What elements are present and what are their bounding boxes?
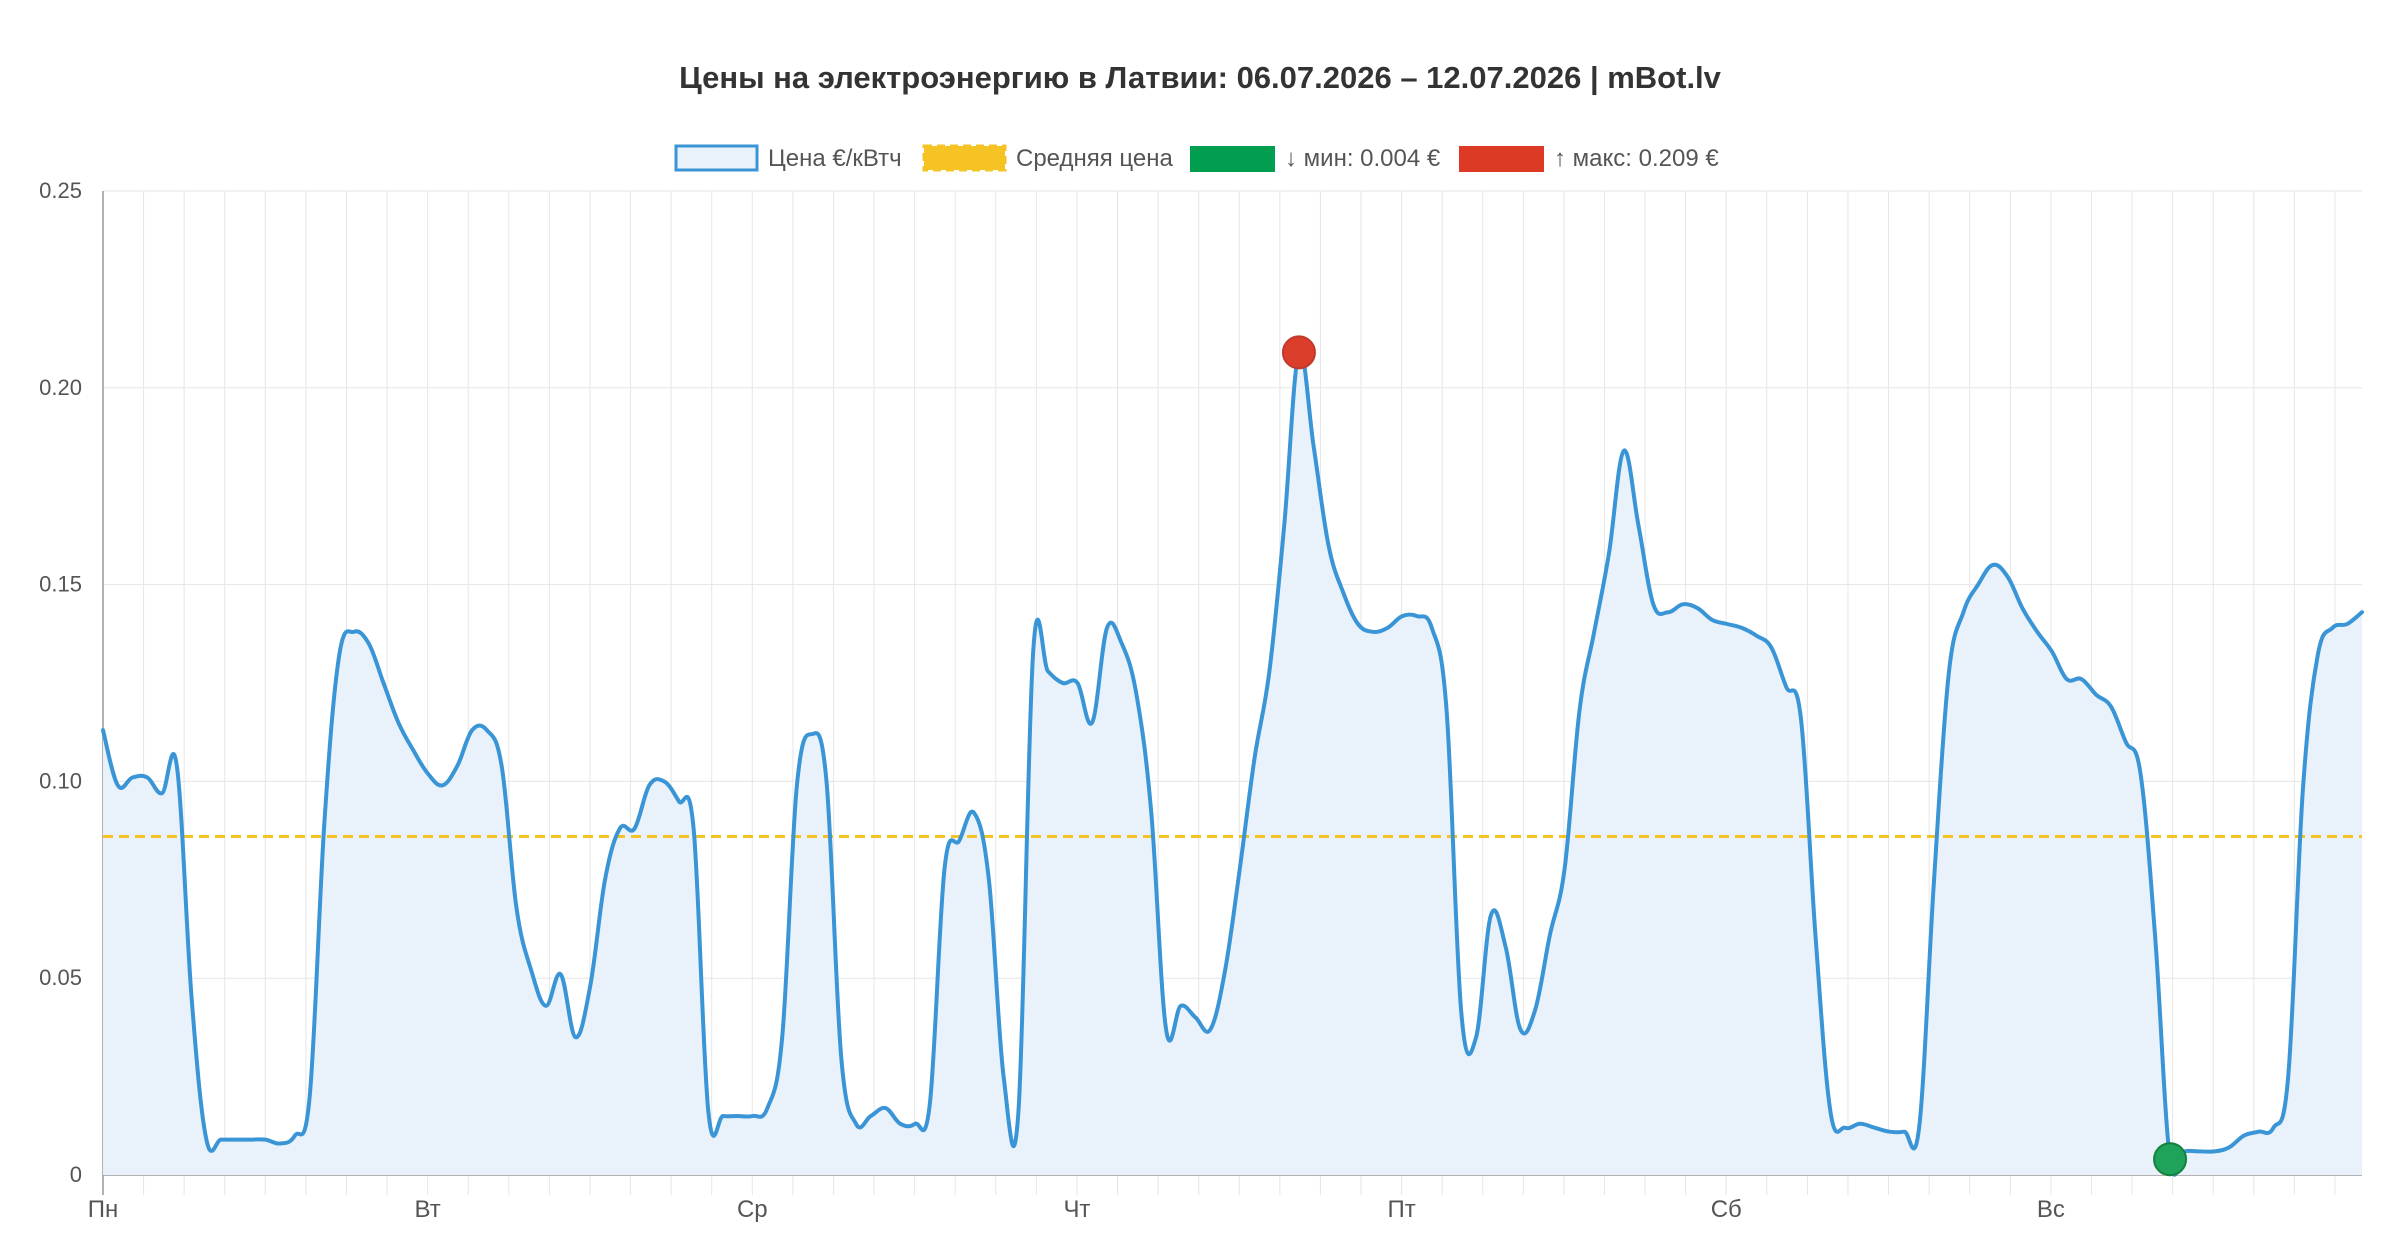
legend-swatch-price[interactable] bbox=[674, 144, 759, 172]
x-tick-label: Пт bbox=[1387, 1196, 1415, 1223]
legend-label-price[interactable]: Цена €/кВтч bbox=[768, 145, 902, 172]
x-tick-label: Ср bbox=[737, 1196, 768, 1223]
price-area-fill bbox=[103, 350, 2362, 1175]
legend-swatch-max[interactable] bbox=[1459, 146, 1544, 172]
price-line bbox=[101, 348, 2364, 1177]
x-tick-label: Чт bbox=[1063, 1196, 1090, 1223]
legend-label-average[interactable]: Средняя цена bbox=[1016, 145, 1173, 172]
max-price-marker bbox=[1281, 335, 1316, 370]
legend-label-max[interactable]: ↑ макс: 0.209 € bbox=[1554, 145, 1719, 172]
y-tick-label: 0 bbox=[70, 1162, 82, 1187]
markers bbox=[1281, 335, 2188, 1177]
legend-swatch-average[interactable] bbox=[922, 144, 1007, 172]
x-tick-label: Вс bbox=[2037, 1196, 2065, 1223]
y-tick-label: 0.25 bbox=[39, 178, 82, 203]
y-tick-label: 0.15 bbox=[39, 572, 82, 597]
chart-title: Цены на электроэнергию в Латвии: 06.07.2… bbox=[679, 60, 1722, 95]
series bbox=[101, 348, 2364, 1177]
min-price-marker bbox=[2153, 1142, 2188, 1177]
y-tick-label: 0.05 bbox=[39, 965, 82, 990]
legend-label-min[interactable]: ↓ мин: 0.004 € bbox=[1285, 145, 1441, 172]
x-tick-label: Вт bbox=[415, 1196, 441, 1223]
y-tick-label: 0.10 bbox=[39, 768, 82, 793]
y-tick-label: 0.20 bbox=[39, 375, 82, 400]
legend: Цена €/кВтч Средняя цена ↓ мин: 0.004 € … bbox=[674, 144, 1719, 172]
x-tick-label: Пн bbox=[88, 1196, 119, 1223]
legend-swatch-min[interactable] bbox=[1190, 146, 1275, 172]
x-tick-label: Сб bbox=[1711, 1196, 1742, 1223]
